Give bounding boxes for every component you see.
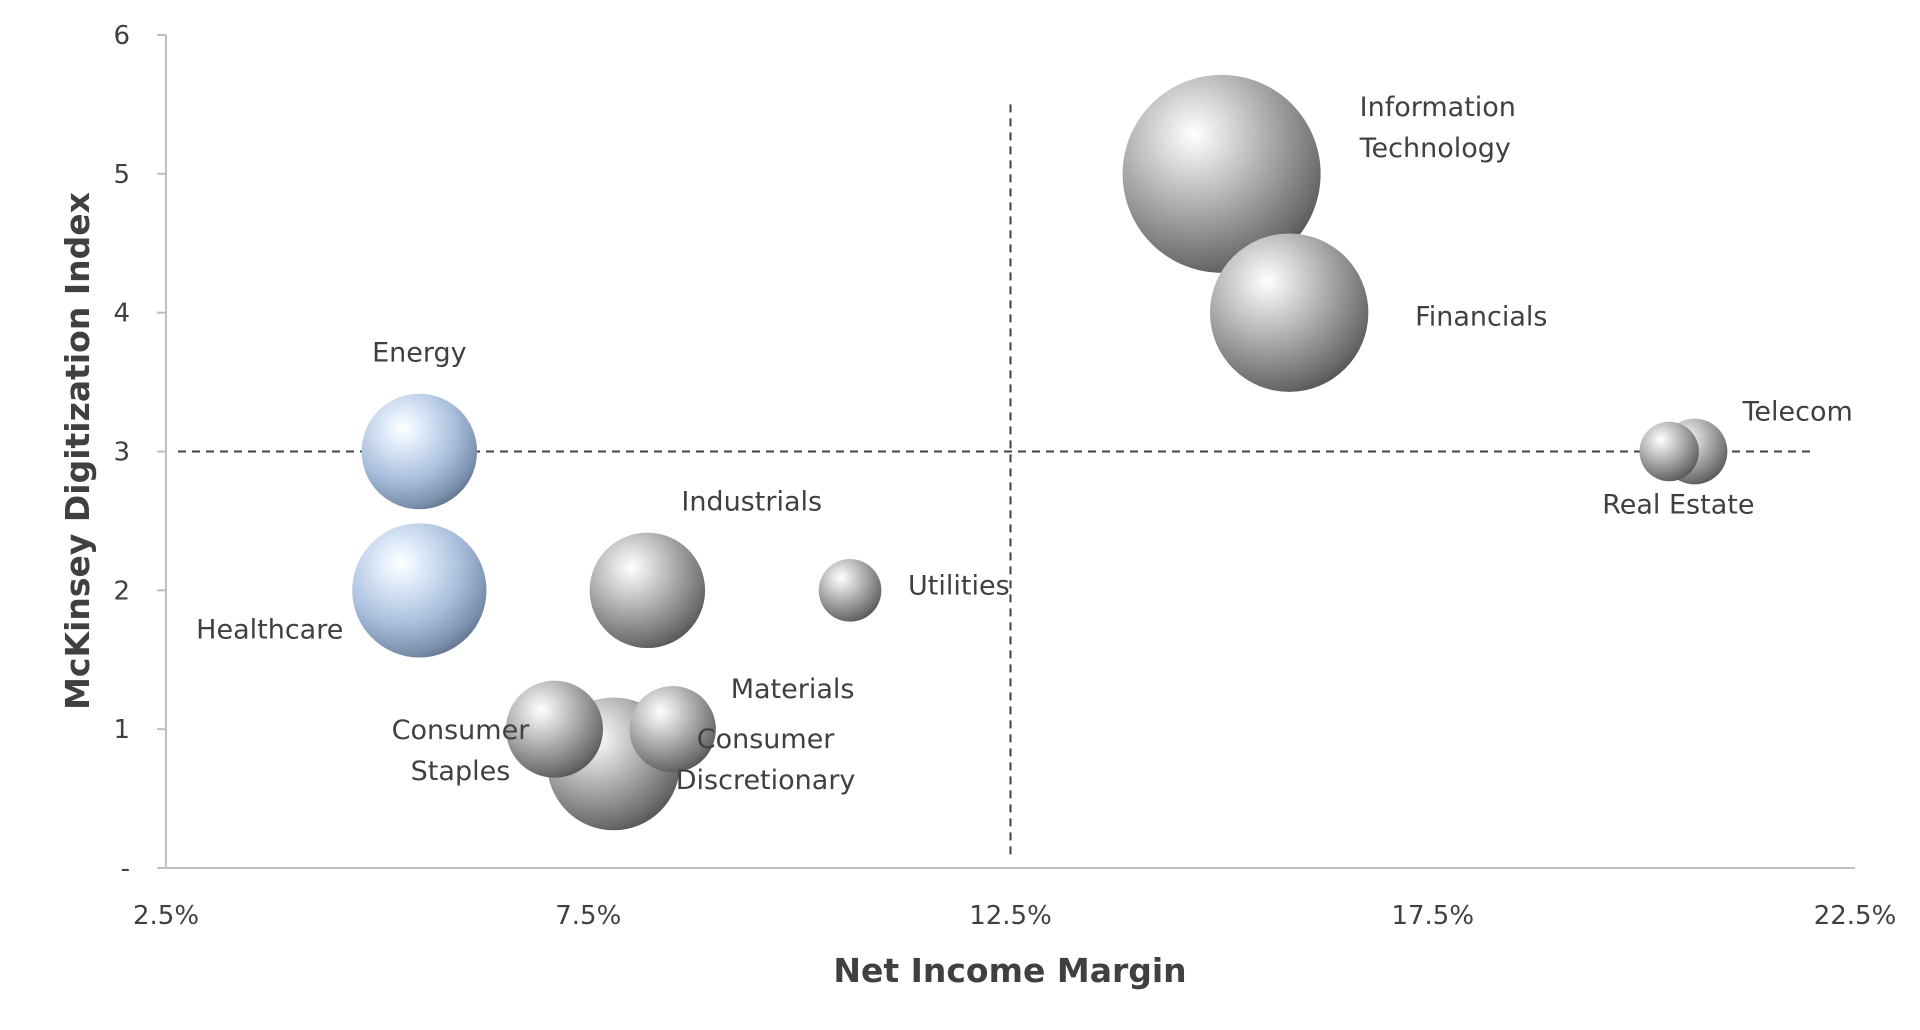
label-energy: Energy: [372, 338, 467, 369]
bubble-healthcare: [352, 523, 487, 658]
label-industrials: Industrials: [681, 486, 822, 517]
label-consumer-staples: Consumer Staples: [392, 715, 531, 787]
bubble-financials: [1209, 233, 1369, 392]
y-tick-label: 2: [113, 576, 130, 606]
bubble-utilities: [818, 559, 882, 622]
x-tick-label: 12.5%: [969, 901, 1052, 931]
label-consumer-discretionary: Consumer Discretionary: [676, 724, 856, 796]
bubble-real-estate: [1639, 421, 1699, 482]
label-healthcare: Healthcare: [196, 614, 343, 645]
y-tick-label: 5: [113, 160, 130, 190]
x-tick-label: 2.5%: [133, 901, 199, 931]
label-utilities: Utilities: [908, 570, 1010, 601]
y-axis-ticks: - 1 2 3 4 5 6: [113, 21, 166, 884]
label-materials: Materials: [731, 674, 855, 705]
x-tick-label: 17.5%: [1391, 901, 1474, 931]
label-financials: Financials: [1415, 302, 1547, 333]
x-axis-ticks: 2.5% 7.5% 12.5% 17.5% 22.5%: [133, 901, 1896, 931]
bubble-information-technology: [1122, 74, 1321, 273]
y-tick-label: 6: [113, 21, 130, 51]
bubble-consumer-staples: [505, 680, 603, 778]
bubbles: [352, 74, 1728, 831]
y-tick-label: -: [121, 854, 130, 884]
y-tick-label: 1: [113, 715, 130, 745]
label-telecom: Telecom: [1742, 397, 1853, 428]
x-axis-title: Net Income Margin: [833, 951, 1186, 990]
bubble-industrials: [589, 532, 706, 649]
x-tick-label: 7.5%: [555, 901, 621, 931]
label-information-technology: Information Technology: [1359, 92, 1516, 164]
bubble-labels: Information Technology Financials Telecom Re…: [196, 92, 1853, 796]
bubble-energy: [361, 393, 478, 510]
y-tick-label: 3: [113, 438, 130, 468]
bubble-materials: [629, 686, 716, 773]
y-tick-label: 4: [113, 299, 130, 329]
label-real-estate: Real Estate: [1602, 490, 1754, 521]
x-tick-label: 22.5%: [1814, 901, 1897, 931]
y-axis-title: McKinsey Digitization Index: [58, 192, 97, 710]
